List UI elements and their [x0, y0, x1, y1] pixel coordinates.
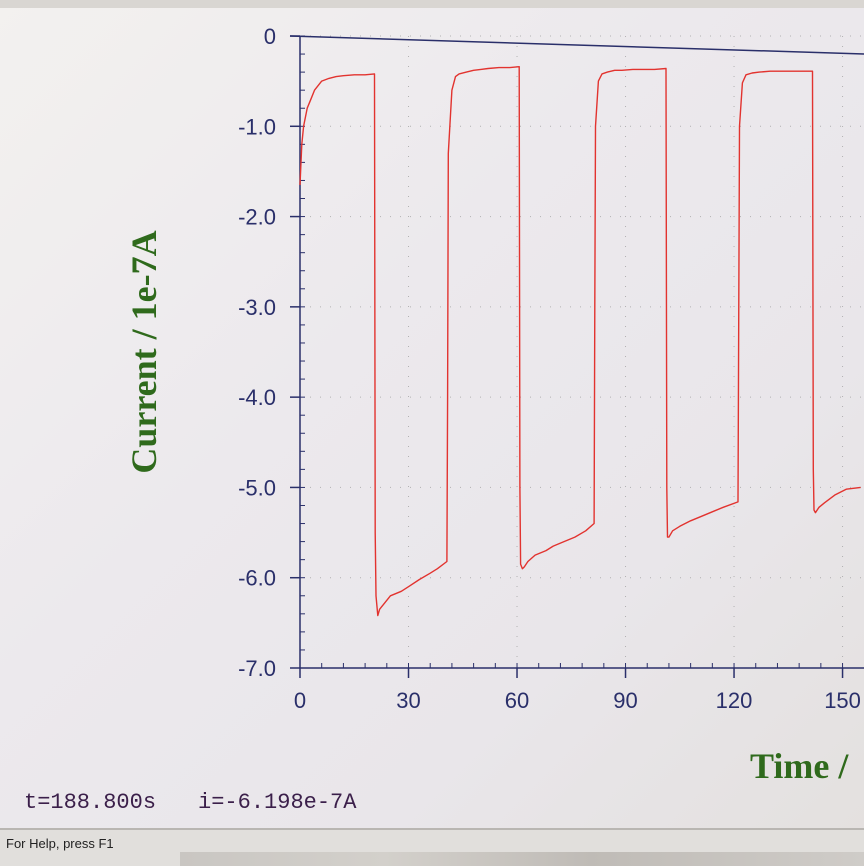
- x-tick-labels: 0 30 60 90 120 150: [294, 688, 861, 713]
- y-tick-labels: 0 -1.0 -2.0 -3.0 -4.0 -5.0 -6.0 -7.0: [238, 24, 276, 681]
- axes: [289, 35, 864, 678]
- y-tick-label: -1.0: [238, 114, 276, 139]
- y-tick-label: 0: [264, 24, 276, 49]
- y-tick-label: -4.0: [238, 385, 276, 410]
- plot-window[interactable]: 0 -1.0 -2.0 -3.0 -4.0 -5.0 -6.0 -7.0 0 30 60 90 120…: [0, 0, 864, 828]
- x-tick-label: 120: [716, 688, 753, 713]
- x-tick-label: 0: [294, 688, 306, 713]
- series-layer: [299, 65, 861, 617]
- x-axis-title: Time /: [750, 746, 849, 786]
- y-axis-title: Current / 1e-7A: [124, 230, 164, 473]
- x-tick-label: 60: [505, 688, 529, 713]
- grid: [299, 35, 864, 669]
- window-top-border: [0, 0, 864, 8]
- x-tick-label: 30: [396, 688, 420, 713]
- y-tick-label: -6.0: [238, 566, 276, 591]
- status-help-text: For Help, press F1: [6, 836, 114, 851]
- cursor-readout: t=188.800s i=-6.198e-7A: [24, 790, 398, 820]
- y-tick-label: -5.0: [238, 475, 276, 500]
- current-trace-line: [299, 65, 861, 617]
- x-tick-label: 150: [824, 688, 861, 713]
- current-time-chart: 0 -1.0 -2.0 -3.0 -4.0 -5.0 -6.0 -7.0 0 30 60 90 120…: [124, 24, 864, 786]
- time-readout: t=188.800s: [24, 790, 157, 815]
- current-readout: i=-6.198e-7A: [198, 790, 357, 815]
- y-tick-label: -3.0: [238, 295, 276, 320]
- y-tick-label: -7.0: [238, 656, 276, 681]
- plot-area: [300, 36, 864, 668]
- status-panes: [180, 852, 864, 866]
- x-tick-label: 90: [613, 688, 637, 713]
- top-axis-line: [289, 35, 864, 55]
- status-bar: For Help, press F1: [0, 828, 864, 866]
- y-tick-label: -2.0: [238, 205, 276, 230]
